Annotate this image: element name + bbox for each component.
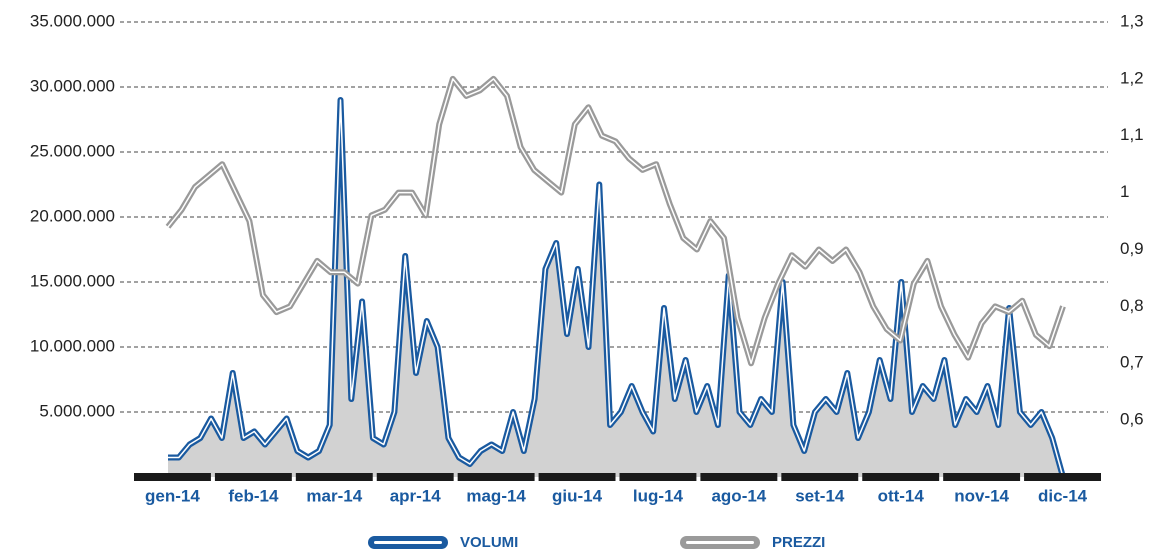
x-axis-segment — [943, 473, 1021, 481]
x-tick-label: ago-14 — [711, 486, 766, 505]
y-tick-label: 35.000.000 — [30, 11, 115, 30]
line — [165, 75, 1066, 367]
legend-label: PREZZI — [772, 534, 825, 551]
x-tick-label: apr-14 — [390, 486, 442, 505]
x-axis-segment — [700, 473, 778, 481]
x-tick-label: gen-14 — [145, 486, 200, 505]
y-tick-label: 25.000.000 — [30, 141, 115, 160]
x-tick-label: nov-14 — [954, 486, 1009, 505]
x-tick-label: feb-14 — [228, 486, 279, 505]
x-tick-label: set-14 — [795, 486, 845, 505]
x-axis-segment — [295, 473, 373, 481]
legend-swatch-highlight — [686, 541, 754, 544]
x-axis-segment — [538, 473, 616, 481]
y-tick-label: 15.000.000 — [30, 271, 115, 290]
legend-label: VOLUMI — [460, 534, 518, 551]
y2-tick-label: 1 — [1120, 182, 1129, 201]
x-axis-segment — [214, 473, 292, 481]
x-axis-segment — [862, 473, 940, 481]
y-tick-label: 20.000.000 — [30, 206, 115, 225]
x-axis-segment — [781, 473, 859, 481]
x-tick-label: mar-14 — [306, 486, 362, 505]
legend-swatch-highlight — [374, 541, 442, 544]
y2-tick-label: 0,6 — [1120, 410, 1144, 429]
x-axis-segment — [376, 473, 454, 481]
x-tick-label: dic-14 — [1038, 486, 1088, 505]
y-tick-label: 30.000.000 — [30, 76, 115, 95]
y2-tick-label: 1,3 — [1120, 11, 1144, 30]
x-tick-label: lug-14 — [633, 486, 684, 505]
y2-tick-label: 0,8 — [1120, 296, 1144, 315]
x-tick-label: giu-14 — [552, 486, 603, 505]
x-axis-segment — [457, 473, 535, 481]
y2-tick-label: 1,2 — [1120, 68, 1144, 87]
y2-tick-label: 0,7 — [1120, 353, 1144, 372]
x-axis-segment — [619, 473, 697, 481]
x-tick-label: ott-14 — [878, 486, 925, 505]
x-axis-segment — [1024, 473, 1101, 481]
y2-tick-label: 1,1 — [1120, 125, 1144, 144]
x-axis-segment — [134, 473, 211, 481]
line-highlight — [168, 99, 1064, 478]
y-tick-label: 10.000.000 — [30, 336, 115, 355]
y2-tick-label: 0,9 — [1120, 239, 1144, 258]
y-tick-label: 5.000.000 — [39, 401, 115, 420]
line-highlight — [167, 78, 1064, 365]
x-tick-label: mag-14 — [466, 486, 526, 505]
